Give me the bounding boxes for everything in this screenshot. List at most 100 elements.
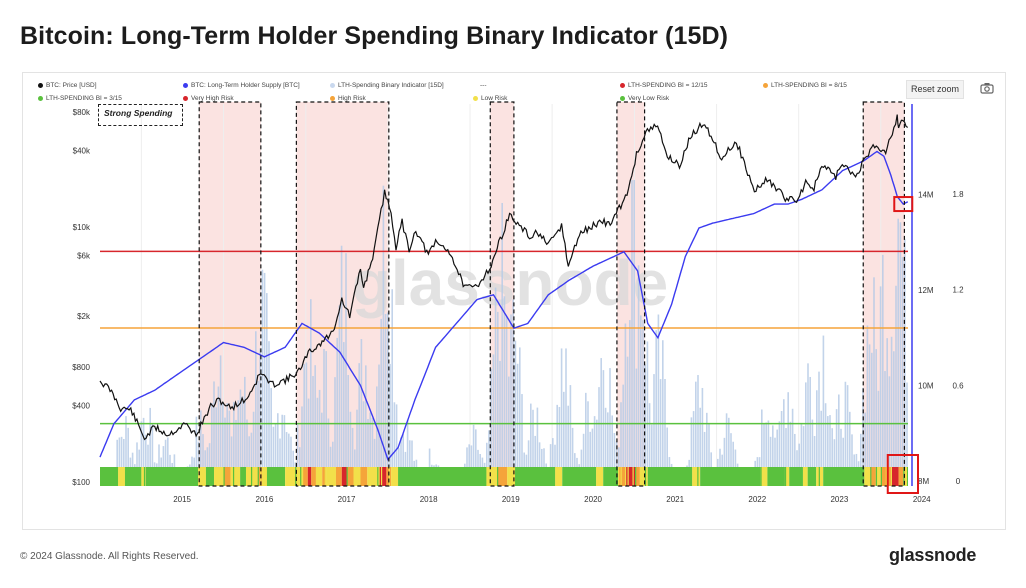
highlight-boxes bbox=[886, 196, 919, 494]
risk-strip-segment bbox=[647, 467, 693, 486]
risk-strip-segment bbox=[230, 467, 241, 486]
indicator-bar bbox=[118, 437, 121, 467]
indicator-bar bbox=[890, 336, 893, 467]
indicator-bar bbox=[142, 417, 145, 467]
indicator-bar bbox=[798, 443, 800, 467]
risk-strip-tick bbox=[143, 467, 146, 486]
risk-strip-tick bbox=[644, 467, 647, 486]
legend-item[interactable]: LTH-SPENDING BI = 3/15 bbox=[38, 95, 122, 102]
indicator-bar bbox=[340, 245, 343, 467]
legend-swatch bbox=[183, 82, 188, 88]
legend-item[interactable]: --- bbox=[480, 82, 487, 89]
indicator-bar bbox=[789, 421, 792, 467]
indicator-bar bbox=[391, 289, 393, 467]
risk-strip-segment bbox=[391, 467, 399, 486]
risk-strip-segment bbox=[562, 467, 597, 486]
indicator-bar bbox=[140, 421, 143, 467]
indicator-bar bbox=[785, 428, 787, 467]
camera-icon[interactable] bbox=[980, 82, 994, 94]
indicator-bar bbox=[521, 394, 523, 467]
indicator-bar bbox=[134, 464, 136, 467]
legend-item[interactable]: LTH-SPENDING BI = 8/15 bbox=[763, 82, 847, 89]
reset-zoom-button[interactable]: Reset zoom bbox=[906, 80, 964, 99]
risk-strip-tick bbox=[870, 467, 872, 486]
indicator-bar bbox=[728, 417, 730, 467]
risk-strip-tick bbox=[784, 467, 787, 486]
risk-strip-segment bbox=[497, 467, 508, 486]
risk-strip-tick bbox=[290, 467, 292, 486]
indicator-bar bbox=[349, 411, 352, 467]
indicator-bar bbox=[736, 463, 739, 467]
indicator-bar bbox=[228, 410, 231, 467]
indicator-bar bbox=[160, 457, 162, 467]
indicator-bar bbox=[136, 442, 138, 467]
indicator-bar bbox=[288, 433, 290, 467]
indicator-bar bbox=[769, 436, 772, 467]
risk-strip-tick bbox=[372, 467, 374, 486]
indicator-bar bbox=[354, 449, 356, 467]
risk-strip-tick bbox=[232, 467, 235, 486]
indicator-bar bbox=[145, 434, 147, 467]
indicator-bar bbox=[217, 386, 220, 467]
indicator-bar bbox=[732, 441, 734, 467]
indicator-bar bbox=[358, 363, 360, 467]
price-tick-label: $10k bbox=[73, 223, 91, 232]
indicator-bar bbox=[849, 411, 851, 467]
indicator-bar bbox=[730, 433, 732, 467]
risk-strip-segment bbox=[692, 467, 701, 486]
indicator-bar bbox=[802, 426, 805, 467]
indicator-bar bbox=[200, 410, 202, 467]
legend-swatch bbox=[330, 82, 335, 88]
indicator-bar bbox=[327, 418, 330, 467]
legend-item[interactable]: LTH-Spending Binary Indicator [15D] bbox=[330, 82, 444, 89]
legend-item[interactable]: LTH-SPENDING BI = 12/15 bbox=[620, 82, 708, 89]
indicator-bar bbox=[255, 331, 257, 467]
indicator-bar bbox=[470, 445, 473, 467]
indicator-bar bbox=[415, 459, 418, 467]
risk-strip-tick bbox=[118, 467, 120, 486]
indicator-bar bbox=[899, 222, 902, 467]
legend-item[interactable]: Very Low Risk bbox=[620, 95, 669, 102]
legend-swatch bbox=[473, 95, 478, 101]
indicator-bar bbox=[167, 437, 169, 467]
indicator-bar bbox=[558, 406, 561, 467]
indicator-bar bbox=[600, 358, 602, 467]
year-tick-label: 2018 bbox=[420, 495, 438, 504]
legend-item[interactable]: BTC: Price [USD] bbox=[38, 82, 97, 89]
risk-strip-tick bbox=[230, 467, 232, 486]
indicator-bar bbox=[851, 434, 853, 467]
risk-strip-tick bbox=[632, 467, 634, 486]
indicator-bar bbox=[189, 464, 191, 467]
indicator-bar bbox=[505, 316, 508, 467]
risk-strip-segment bbox=[346, 467, 354, 486]
indicator-bar bbox=[794, 433, 796, 467]
indicator-bars bbox=[116, 180, 908, 467]
price-tick-label: $800 bbox=[72, 363, 90, 372]
indicator-bar bbox=[367, 419, 369, 467]
risk-strip-segment bbox=[341, 467, 347, 486]
legend-item[interactable]: High Risk bbox=[330, 95, 366, 102]
legend-item[interactable]: Very High Risk bbox=[183, 95, 234, 102]
indicator-bar bbox=[292, 450, 294, 467]
indicator-bar bbox=[571, 427, 574, 467]
indicator-bar bbox=[653, 374, 655, 467]
indicator-bar bbox=[477, 449, 479, 467]
indicator-bar bbox=[904, 238, 906, 467]
indicator-bar bbox=[360, 339, 363, 467]
indicator-bar bbox=[488, 430, 490, 467]
risk-strip-segment bbox=[555, 467, 563, 486]
indicator-bar bbox=[589, 431, 591, 467]
indicator-bar bbox=[864, 412, 866, 467]
indicator-bar bbox=[668, 457, 671, 467]
indicator-bar bbox=[523, 452, 525, 467]
indicator-bar bbox=[409, 440, 411, 467]
indicator-bar bbox=[239, 389, 242, 467]
risk-strip-segment bbox=[875, 467, 881, 486]
indicator-bar bbox=[475, 429, 477, 467]
indicator-bar bbox=[512, 299, 514, 467]
legend-item[interactable]: BTC: Long-Term Holder Supply [BTC] bbox=[183, 82, 300, 89]
indicator-bar bbox=[857, 461, 860, 467]
legend-item[interactable]: Low Risk bbox=[473, 95, 507, 102]
indicator-bar bbox=[831, 428, 833, 467]
strong-spending-box bbox=[862, 101, 906, 487]
